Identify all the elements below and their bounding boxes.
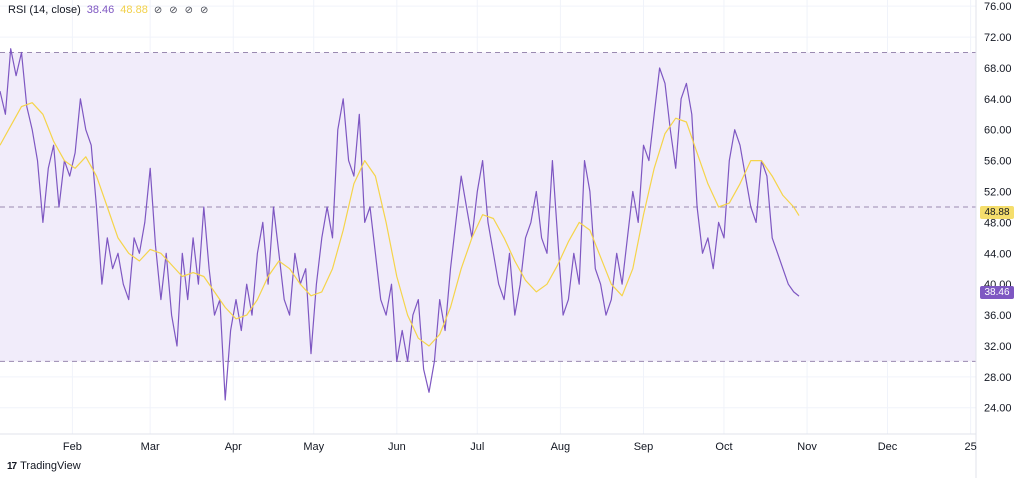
ma-price-badge: 48.88 xyxy=(980,206,1014,219)
y-tick-label: 60.00 xyxy=(984,125,1012,137)
rsi-legend-value: 38.46 xyxy=(86,4,115,16)
x-tick-label: Jun xyxy=(388,441,406,453)
rsi-band xyxy=(0,52,976,362)
y-tick-label: 28.00 xyxy=(984,372,1012,384)
indicator-legend[interactable]: RSI (14, close) 38.46 48.88 ⊘ ⊘ ⊘ ⊘ xyxy=(8,4,209,16)
x-tick-label: Oct xyxy=(715,441,732,453)
eye-off-icon[interactable]: ⊘ xyxy=(184,4,194,16)
x-axis[interactable]: Feb Mar Apr May Jun Jul Aug Sep Oct Nov Dec 25 xyxy=(0,433,977,453)
y-axis[interactable]: 24.0028.0032.0036.0040.0044.0048.0052.00… xyxy=(975,0,1012,478)
y-tick-label: 36.00 xyxy=(984,310,1012,322)
x-tick-label: Dec xyxy=(878,441,898,453)
y-tick-label: 44.00 xyxy=(984,248,1012,260)
brand-name: TradingView xyxy=(20,460,81,472)
x-tick-label: Feb xyxy=(63,441,82,453)
x-tick-label: Jul xyxy=(470,441,484,453)
x-tick-label: 25 xyxy=(965,441,977,453)
x-tick-label: Aug xyxy=(551,441,571,453)
x-tick-label: Nov xyxy=(797,441,817,453)
y-tick-label: 24.00 xyxy=(984,403,1012,415)
y-tick-label: 72.00 xyxy=(984,32,1012,44)
eye-off-icon[interactable]: ⊘ xyxy=(169,4,179,16)
indicator-label: RSI (14, close) xyxy=(8,4,81,16)
rsi-price-badge: 38.46 xyxy=(980,286,1014,299)
ma-legend-value: 48.88 xyxy=(120,4,148,16)
tradingview-logo-icon: 17 xyxy=(7,460,17,472)
y-tick-label: 68.00 xyxy=(984,63,1012,75)
y-tick-label: 52.00 xyxy=(984,187,1012,199)
y-tick-label: 64.00 xyxy=(984,94,1012,106)
y-tick-label: 56.00 xyxy=(984,156,1012,168)
y-tick-label: 48.00 xyxy=(984,217,1012,229)
ma-line xyxy=(0,102,800,347)
series-lines xyxy=(0,48,800,401)
x-tick-label: Sep xyxy=(634,441,654,453)
eye-off-icon[interactable]: ⊘ xyxy=(153,4,164,16)
rsi-line xyxy=(0,48,800,401)
y-tick-label: 76.00 xyxy=(984,1,1012,13)
x-tick-label: Mar xyxy=(141,441,160,453)
eye-off-icon[interactable]: ⊘ xyxy=(199,4,210,16)
y-tick-label: 32.00 xyxy=(984,341,1012,353)
x-tick-label: May xyxy=(303,441,324,453)
x-tick-label: Apr xyxy=(225,441,242,453)
tradingview-brand[interactable]: 17 TradingView xyxy=(7,460,81,472)
